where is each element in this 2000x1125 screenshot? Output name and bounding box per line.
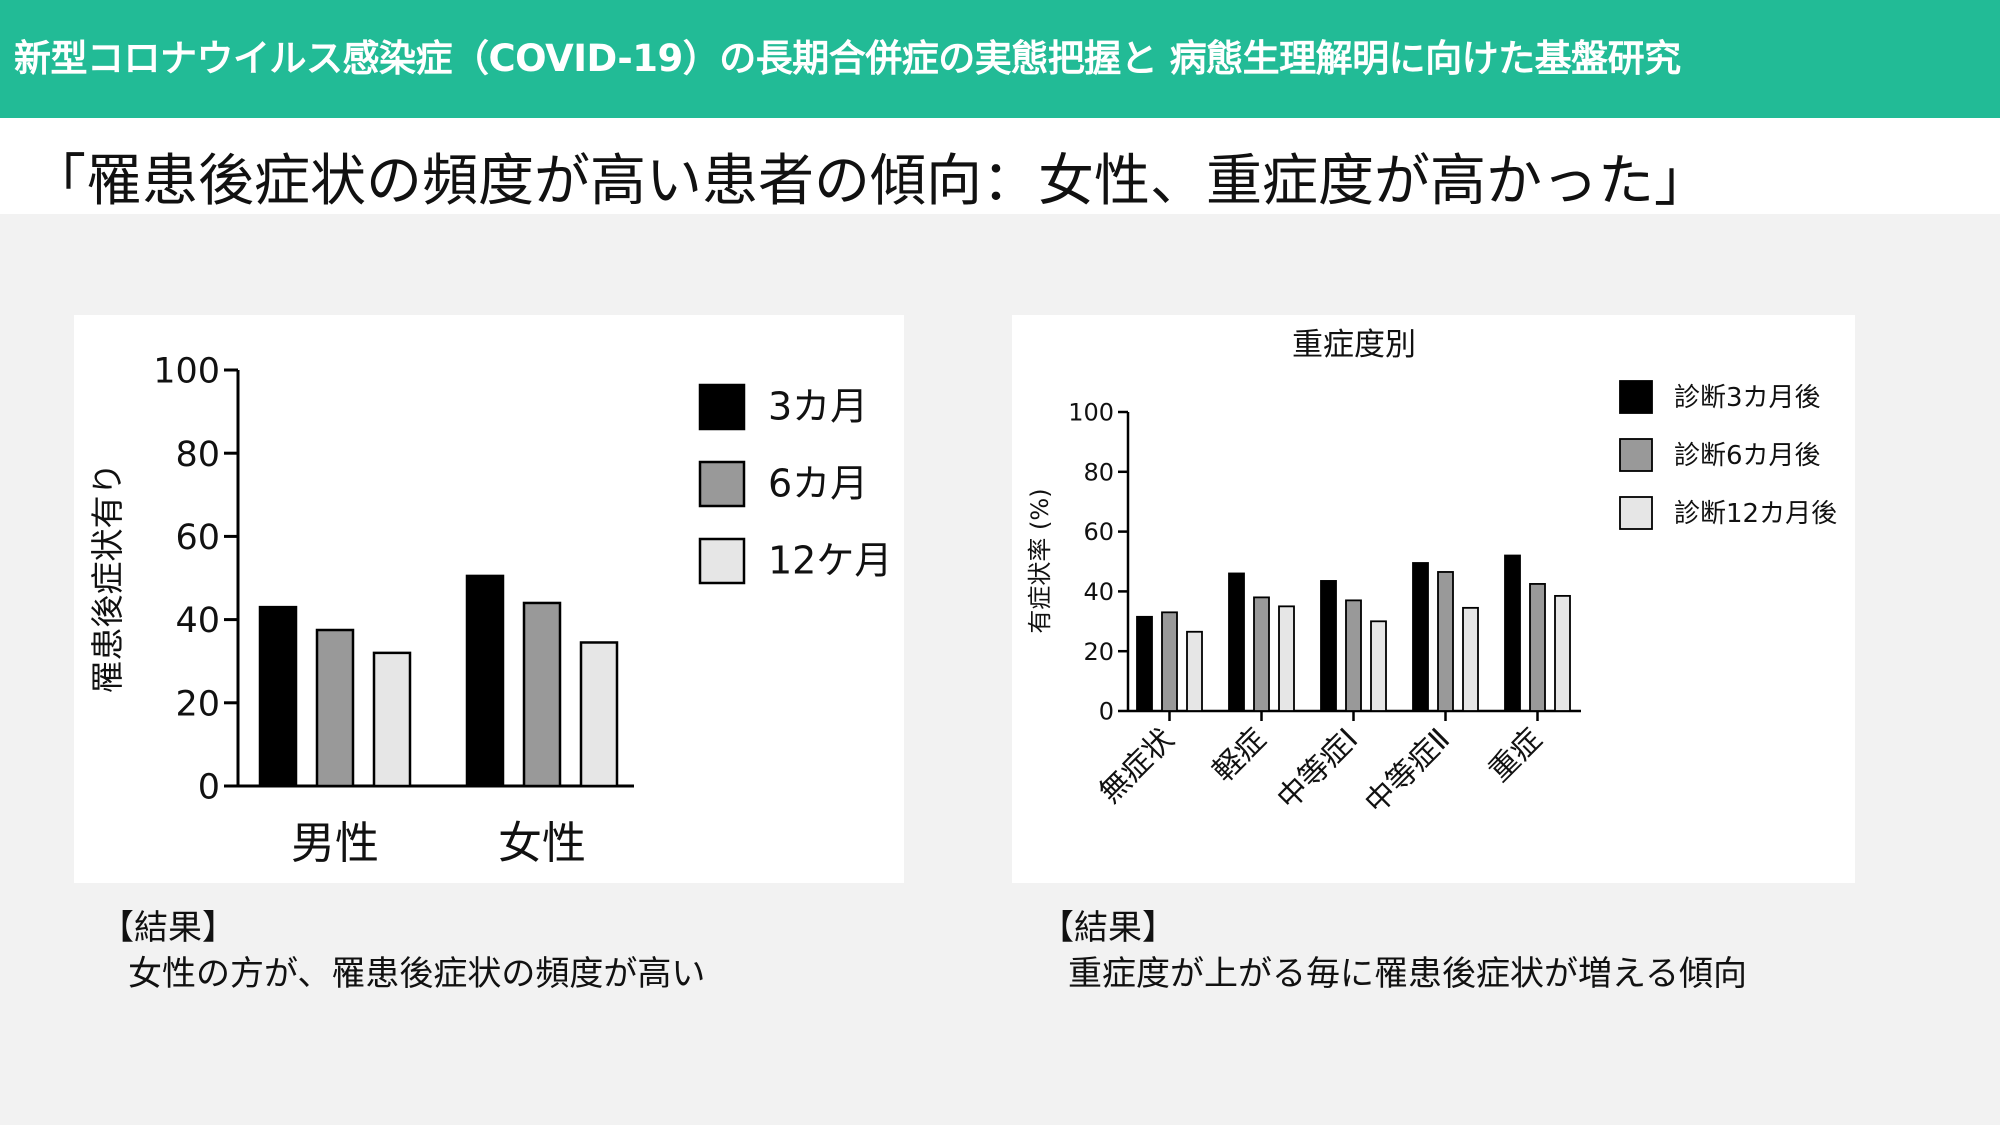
y-tick-label: 80: [175, 435, 220, 475]
chart-panel-sex: 0 20 40 60 80 100 罹患後症状有り男性 女性 3カ月 6カ月 12ケ月: [74, 315, 904, 883]
chart-panel-severity: 重症度別 0 20 40 60 80 100 有症状率 (%) 無症状 軽症 中等症Ⅰ 中等症Ⅱ 重症 診…: [1012, 315, 1855, 883]
bar: [1253, 596, 1270, 712]
slide-subtitle: 「罹患後症状の頻度が高い患者の傾向：女性、重症度が高かった」: [30, 149, 1710, 214]
result-body: 重症度が上がる毎に罹患後症状が増える傾向: [1068, 954, 1747, 994]
legend-label: 診断12カ月後: [1674, 499, 1837, 529]
bar: [1320, 580, 1337, 712]
legend-swatch: [698, 383, 746, 431]
bar: [1554, 594, 1571, 712]
y-axis-label: 有症状率 (%): [1026, 488, 1054, 633]
bar: [1136, 615, 1153, 712]
bar: [1278, 605, 1295, 712]
bar: [1186, 630, 1203, 712]
result-body: 女性の方が、罹患後症状の頻度が高い: [128, 954, 706, 994]
result-right: 【結果】 重症度が上がる毎に罹患後症状が増える傾向: [1040, 905, 1747, 997]
y-tick-label: 80: [1083, 458, 1114, 486]
bar: [1228, 572, 1245, 712]
y-tick-label: 100: [153, 352, 220, 392]
legend-swatch: [698, 537, 746, 585]
bar: [1437, 571, 1454, 712]
legend-label: 診断6カ月後: [1674, 441, 1821, 471]
legend-swatch: [1619, 438, 1653, 472]
subtitle-band: 「罹患後症状の頻度が高い患者の傾向：女性、重症度が高かった」: [0, 118, 2000, 214]
x-tick-label: 中等症Ⅱ: [1358, 722, 1457, 821]
y-tick-label: 60: [1083, 518, 1114, 546]
result-heading: 【結果】: [100, 908, 236, 948]
legend-swatch: [1619, 380, 1653, 414]
legend-label: 3カ月: [768, 384, 868, 428]
bar: [1462, 606, 1479, 712]
y-tick-label: 100: [1068, 399, 1114, 427]
y-tick-label: 20: [175, 684, 220, 724]
legend-label: 12ケ月: [768, 538, 892, 582]
bar: [522, 601, 562, 788]
y-tick-label: 40: [175, 601, 220, 641]
bar: [1161, 611, 1178, 712]
y-tick-label: 0: [198, 768, 220, 808]
result-heading: 【結果】: [1040, 908, 1176, 948]
bar: [1370, 620, 1387, 712]
bar: [372, 651, 412, 788]
bar: [1504, 554, 1521, 712]
header-title: 新型コロナウイルス感染症（COVID-19）の長期合併症の実態把握と 病態生理解…: [14, 37, 1681, 80]
result-left: 【結果】 女性の方が、罹患後症状の頻度が高い: [100, 905, 705, 997]
bar: [1412, 562, 1429, 712]
legend-swatch: [1619, 496, 1653, 530]
bar: [1529, 583, 1546, 712]
y-axis-label: 罹患後症状有り: [88, 463, 127, 694]
y-tick-label: 0: [1099, 698, 1114, 726]
y-tick-label: 40: [1083, 578, 1114, 606]
x-tick-label: 男性: [291, 818, 379, 869]
chart-title: 重症度別: [1292, 327, 1416, 363]
x-tick-label: 中等症Ⅰ: [1271, 722, 1366, 817]
bar: [1345, 599, 1362, 712]
bar: [465, 574, 505, 788]
bar: [315, 628, 355, 788]
legend-label: 診断3カ月後: [1674, 383, 1821, 413]
y-tick-label: 20: [1083, 638, 1114, 666]
bar: [258, 605, 298, 788]
x-tick-label: 軽症: [1206, 722, 1273, 789]
header-bar: 新型コロナウイルス感染症（COVID-19）の長期合併症の実態把握と 病態生理解…: [0, 0, 2000, 118]
x-tick-label: 無症状: [1093, 722, 1181, 810]
legend-swatch: [698, 460, 746, 508]
bar: [579, 641, 619, 788]
y-tick-label: 60: [175, 518, 220, 558]
x-tick-label: 女性: [498, 818, 586, 869]
x-tick-label: 重症: [1482, 722, 1549, 789]
legend-label: 6カ月: [768, 461, 868, 505]
